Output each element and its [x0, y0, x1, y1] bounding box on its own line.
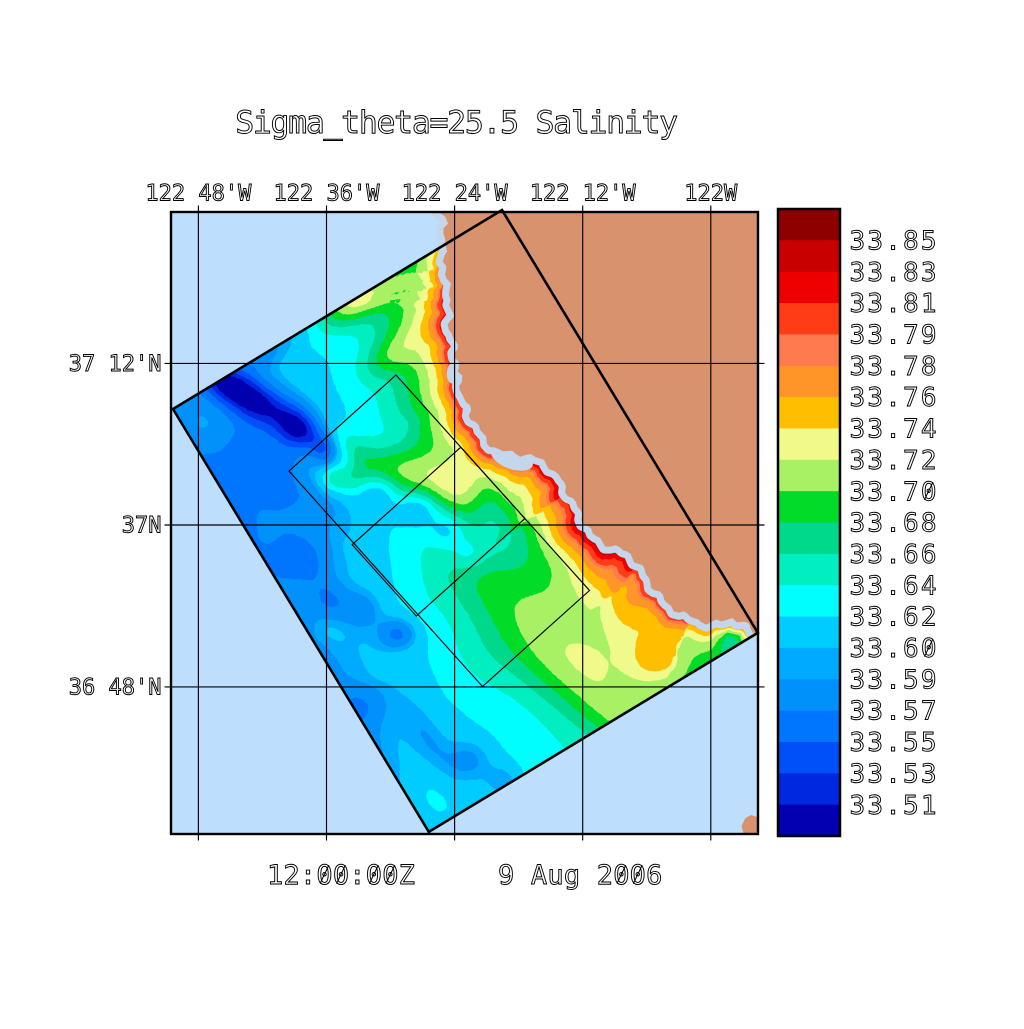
colorbar-tick-label: 33.74 — [850, 415, 939, 445]
map-frame — [169, 210, 760, 836]
colorbar-band — [778, 522, 840, 555]
slashed-zero-decoration — [632, 864, 643, 884]
land-mass — [439, 212, 758, 636]
longitude-tick-label: 122 48'W — [145, 182, 252, 207]
colorbar-band — [778, 710, 840, 743]
colorbar-band — [778, 240, 840, 272]
latitude-tick-label: 37N — [122, 514, 162, 539]
nested-domain-outline-2 — [351, 446, 526, 617]
slashed-zero-decoration — [616, 864, 627, 884]
longitude-tick-label: 122 12'W — [530, 182, 637, 207]
colorbar-band — [778, 271, 840, 304]
colorbar-tick-label: 33.60 — [850, 634, 939, 664]
colorbar-tick-label: 33.55 — [850, 728, 939, 758]
colorbar-band — [778, 647, 840, 680]
timestamp-time: 12:00:00Z — [267, 860, 415, 891]
colorbar-band — [778, 459, 840, 492]
colorbar-band — [778, 209, 840, 241]
slashed-zero-decoration — [385, 864, 396, 884]
colorbar-border — [776, 207, 842, 838]
salinity-field — [172, 212, 758, 832]
colorbar-tick-label: 33.53 — [850, 759, 939, 789]
colorbar-band — [778, 553, 840, 586]
colorbar-tick-label: 33.68 — [850, 509, 939, 539]
monterey-peninsula — [741, 815, 758, 834]
colorbar-tick-label: 33.62 — [850, 603, 939, 633]
colorbar-tick-label: 33.79 — [850, 321, 939, 351]
map-content — [171, 212, 758, 834]
colorbar-band — [778, 679, 840, 711]
colorbar-tick-label: 33.85 — [850, 226, 939, 256]
longitude-tick-label: 122 24'W — [402, 182, 509, 207]
slashed-zero-decoration — [923, 481, 934, 501]
colorbar-tick-label: 33.72 — [850, 446, 939, 476]
colorbar-tick-label: 33.51 — [850, 791, 939, 821]
colorbar-tick-label: 33.57 — [850, 697, 939, 727]
slashed-zero-decoration — [368, 864, 379, 884]
colorbar-band — [778, 303, 840, 335]
colorbar-band — [778, 773, 840, 805]
colorbar-band — [778, 491, 840, 523]
colorbar-band — [778, 428, 840, 461]
colorbar-tick-label: 33.83 — [850, 258, 939, 288]
timestamp-date: 9 Aug 2006 — [498, 860, 663, 891]
colorbar-tick-label: 33.81 — [850, 289, 939, 319]
colorbar-tick-label: 33.78 — [850, 352, 939, 382]
colorbar-band — [778, 741, 840, 774]
plot-title: Sigma_theta=25.5 Salinity — [235, 105, 677, 141]
colorbar-tick-label: 33.66 — [850, 540, 939, 570]
latitude-tick-label: 36 48'N — [69, 675, 162, 700]
colorbar-band — [778, 365, 840, 398]
colorbar-tick-label: 33.70 — [850, 477, 939, 507]
colorbar-band — [778, 616, 840, 649]
colorbar-band — [778, 397, 840, 429]
slashed-zero-decoration — [336, 864, 346, 884]
colorbar-tick-label: 33.76 — [850, 383, 939, 413]
longitude-tick-label: 122W — [684, 182, 738, 207]
colorbar-tick-label: 33.59 — [850, 665, 939, 695]
colorbar-band — [778, 585, 840, 617]
model-domain-outline — [171, 208, 760, 834]
latitude-tick-label: 37 12'N — [69, 352, 162, 377]
colorbar-band — [778, 334, 840, 367]
slashed-zero-decoration — [923, 638, 934, 657]
colorbar-tick-label: 33.64 — [850, 571, 939, 601]
graticule — [164, 205, 765, 841]
slashed-zero-decoration — [319, 864, 330, 884]
longitude-tick-label: 122 36'W — [274, 182, 381, 207]
colorbar — [776, 207, 842, 838]
colorbar-band — [778, 804, 840, 837]
